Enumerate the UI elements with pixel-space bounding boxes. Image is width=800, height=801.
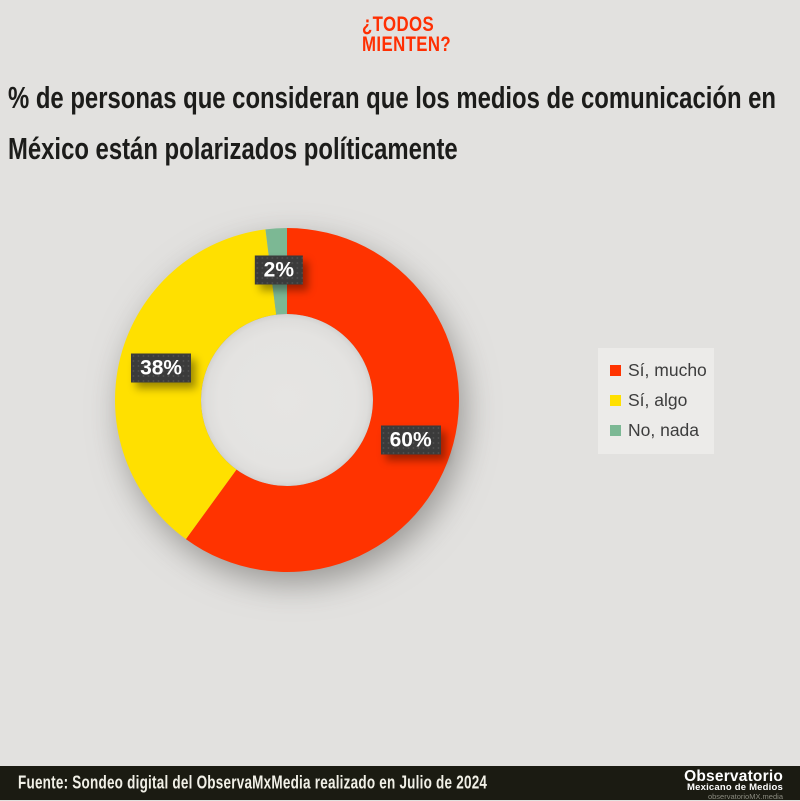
legend-item-no-nada: No, nada	[610, 421, 708, 439]
footer-bar: Fuente: Sondeo digital del ObservaMxMedi…	[0, 766, 800, 801]
donut-slice-1	[115, 229, 277, 540]
org-logo-line3: observatorioMX.media	[707, 792, 783, 801]
page-title-line2: México están polarizados políticamente	[8, 131, 458, 166]
slice-label-si-algo: 38%	[131, 353, 192, 383]
donut-hole	[201, 314, 373, 486]
donut-chart: 60% 38% 2%	[87, 200, 487, 600]
slice-label-si-mucho: 60%	[380, 425, 441, 455]
org-logo-line2: Mexicano de Medios	[687, 782, 783, 793]
legend-label: Sí, mucho	[628, 360, 707, 380]
page-title-line1: % de personas que consideran que los med…	[8, 80, 777, 115]
legend-swatch-yellow-icon	[610, 394, 621, 406]
brand-logo-line1: ¿TODOS	[362, 13, 435, 36]
brand-logo: ¿TODOS MIENTEN?	[362, 13, 452, 56]
org-logo-line1: Observatorio	[684, 768, 783, 785]
source-text: Fuente: Sondeo digital del ObservaMxMedi…	[18, 772, 488, 793]
donut-chart-svg	[115, 228, 460, 572]
legend-label: Sí, algo	[628, 390, 688, 410]
legend-label: No, nada	[628, 420, 700, 440]
legend-swatch-green-icon	[610, 424, 621, 436]
legend-swatch-red-icon	[610, 364, 621, 376]
donut-slice-0	[185, 228, 460, 572]
slice-label-no-nada: 2%	[254, 255, 304, 285]
page-title: % de personas que consideran que los med…	[8, 72, 800, 174]
org-logo: Observatorio Mexicano de Medios observat…	[684, 768, 783, 801]
legend: Sí, mucho Sí, algo No, nada	[598, 348, 714, 454]
legend-item-si-algo: Sí, algo	[610, 391, 708, 409]
legend-item-si-mucho: Sí, mucho	[610, 361, 708, 379]
brand-logo-line2: MIENTEN?	[362, 33, 452, 56]
